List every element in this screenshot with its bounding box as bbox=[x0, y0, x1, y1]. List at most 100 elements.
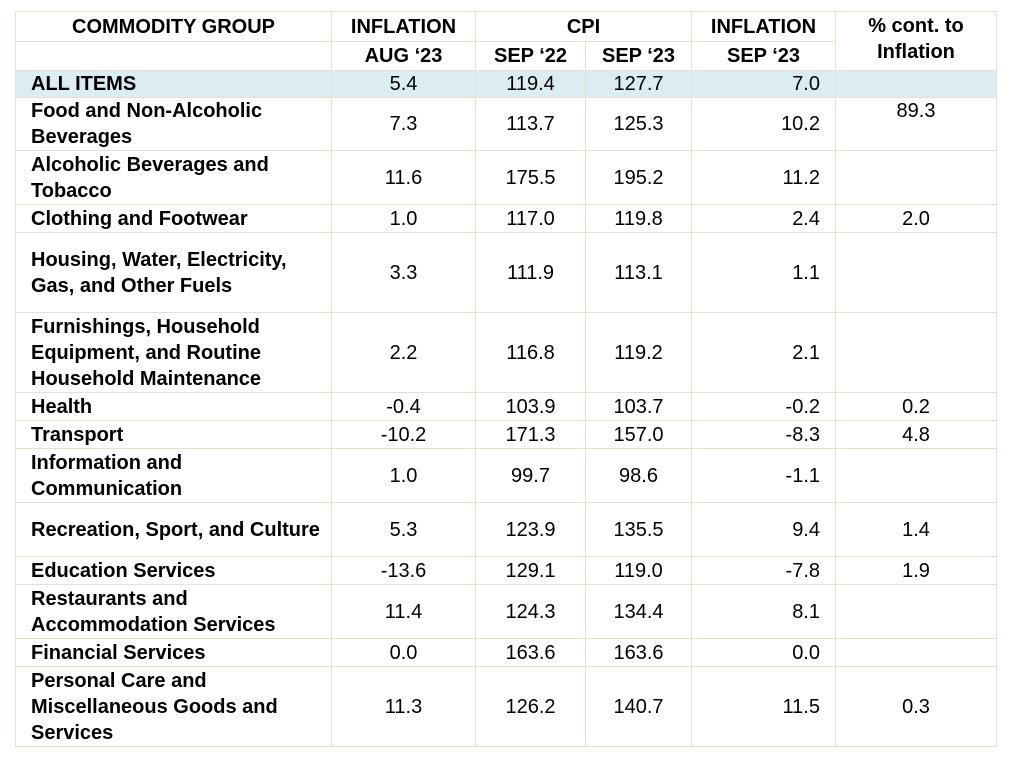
contribution-cell: 0.2 bbox=[835, 392, 997, 421]
header-inflation-sep: INFLATION bbox=[691, 11, 836, 42]
cpi-sep23-cell: 98.6 bbox=[585, 448, 692, 503]
cpi-sep22-cell: 163.6 bbox=[475, 638, 586, 667]
header-sep22: SEP ‘22 bbox=[475, 41, 586, 71]
contribution-cell: 2.0 bbox=[835, 204, 997, 233]
cpi-sep23-cell: 103.7 bbox=[585, 392, 692, 421]
contribution-cell bbox=[835, 150, 997, 205]
commodity-group-cell: Clothing and Footwear bbox=[15, 204, 332, 233]
commodity-group-cell: Furnishings, Household Equipment, and Ro… bbox=[15, 312, 332, 393]
header-pct-contribution: % cont. to Inflation bbox=[835, 11, 997, 71]
commodity-group-cell: Information and Communication bbox=[15, 448, 332, 503]
inflation-aug23-cell: 5.3 bbox=[331, 502, 476, 557]
commodity-group-cell: Housing, Water, Electricity, Gas, and Ot… bbox=[15, 232, 332, 313]
inflation-sep23-cell: -0.2 bbox=[691, 392, 836, 421]
inflation-sep23-cell: 0.0 bbox=[691, 638, 836, 667]
inflation-sep23-cell: -1.1 bbox=[691, 448, 836, 503]
header-blank bbox=[15, 41, 332, 71]
table-row: Personal Care and Miscellaneous Goods an… bbox=[15, 666, 997, 747]
cpi-sep22-cell: 103.9 bbox=[475, 392, 586, 421]
cpi-sep22-cell: 117.0 bbox=[475, 204, 586, 233]
table-row: Food and Non-Alcoholic Beverages 7.3 113.7… bbox=[15, 97, 997, 151]
commodity-group-cell: Personal Care and Miscellaneous Goods an… bbox=[15, 666, 332, 747]
inflation-sep23-cell: 1.1 bbox=[691, 232, 836, 313]
cpi-sep23-cell: 134.4 bbox=[585, 584, 692, 639]
inflation-sep23-cell: 7.0 bbox=[691, 70, 836, 98]
commodity-group-cell: ALL ITEMS bbox=[15, 70, 332, 98]
cpi-sep23-cell: 119.8 bbox=[585, 204, 692, 233]
inflation-aug23-cell: 7.3 bbox=[331, 97, 476, 151]
table-row: Education Services -13.6 129.1 119.0 -7.8 1.9 bbox=[15, 556, 997, 585]
cpi-sep22-cell: 126.2 bbox=[475, 666, 586, 747]
inflation-sep23-cell: 2.1 bbox=[691, 312, 836, 393]
inflation-sep23-cell: 11.5 bbox=[691, 666, 836, 747]
cpi-sep22-cell: 119.4 bbox=[475, 70, 586, 98]
table-body: ALL ITEMS 5.4 119.4 127.7 7.0 Food and Non-Al… bbox=[15, 70, 997, 747]
contribution-cell: 4.8 bbox=[835, 420, 997, 449]
header-sep23: SEP ‘23 bbox=[585, 41, 692, 71]
contribution-cell: 0.3 bbox=[835, 666, 997, 747]
table-row: Recreation, Sport, and Culture 5.3 123.9 13… bbox=[15, 502, 997, 557]
inflation-aug23-cell: 1.0 bbox=[331, 448, 476, 503]
contribution-cell bbox=[835, 312, 997, 393]
inflation-sep23-cell: 2.4 bbox=[691, 204, 836, 233]
commodity-group-cell: Restaurants and Accommodation Services bbox=[15, 584, 332, 639]
table-row: Clothing and Footwear 1.0 117.0 119.8 2.4 2.0 bbox=[15, 204, 997, 233]
cpi-sep23-cell: 127.7 bbox=[585, 70, 692, 98]
commodity-group-cell: Recreation, Sport, and Culture bbox=[15, 502, 332, 557]
table-row: Financial Services 0.0 163.6 163.6 0.0 bbox=[15, 638, 997, 667]
cpi-inflation-table: COMMODITY GROUP INFLATION CPI INFLATION … bbox=[15, 11, 997, 747]
contribution-cell bbox=[835, 448, 997, 503]
contribution-cell bbox=[835, 638, 997, 667]
table-row: Transport -10.2 171.3 157.0 -8.3 4.8 bbox=[15, 420, 997, 449]
inflation-aug23-cell: -13.6 bbox=[331, 556, 476, 585]
header-sep23-inflation: SEP ‘23 bbox=[691, 41, 836, 71]
inflation-sep23-cell: -8.3 bbox=[691, 420, 836, 449]
cpi-sep23-cell: 113.1 bbox=[585, 232, 692, 313]
cpi-sep22-cell: 175.5 bbox=[475, 150, 586, 205]
cpi-sep22-cell: 123.9 bbox=[475, 502, 586, 557]
table-row: Furnishings, Household Equipment, and Ro… bbox=[15, 312, 997, 393]
header-cpi: CPI bbox=[475, 11, 692, 42]
inflation-sep23-cell: 8.1 bbox=[691, 584, 836, 639]
contribution-cell bbox=[835, 70, 997, 98]
commodity-group-cell: Alcoholic Beverages and Tobacco bbox=[15, 150, 332, 205]
contribution-cell bbox=[835, 232, 997, 313]
table-row: Alcoholic Beverages and Tobacco 11.6 175.5… bbox=[15, 150, 997, 205]
table-row: Health -0.4 103.9 103.7 -0.2 0.2 bbox=[15, 392, 997, 421]
header-aug23: AUG ‘23 bbox=[331, 41, 476, 71]
header-inflation-aug: INFLATION bbox=[331, 11, 476, 42]
contribution-cell: 1.9 bbox=[835, 556, 997, 585]
cpi-sep23-cell: 157.0 bbox=[585, 420, 692, 449]
inflation-aug23-cell: 3.3 bbox=[331, 232, 476, 313]
inflation-aug23-cell: 11.3 bbox=[331, 666, 476, 747]
inflation-sep23-cell: 10.2 bbox=[691, 97, 836, 151]
commodity-group-cell: Education Services bbox=[15, 556, 332, 585]
inflation-sep23-cell: -7.8 bbox=[691, 556, 836, 585]
inflation-aug23-cell: 1.0 bbox=[331, 204, 476, 233]
commodity-group-cell: Health bbox=[15, 392, 332, 421]
cpi-sep22-cell: 171.3 bbox=[475, 420, 586, 449]
commodity-group-cell: Transport bbox=[15, 420, 332, 449]
contribution-cell bbox=[835, 584, 997, 639]
commodity-group-cell: Financial Services bbox=[15, 638, 332, 667]
table-row: Restaurants and Accommodation Services 11… bbox=[15, 584, 997, 639]
cpi-sep23-cell: 119.0 bbox=[585, 556, 692, 585]
inflation-aug23-cell: 5.4 bbox=[331, 70, 476, 98]
inflation-aug23-cell: -0.4 bbox=[331, 392, 476, 421]
cpi-sep23-cell: 119.2 bbox=[585, 312, 692, 393]
contribution-cell: 1.4 bbox=[835, 502, 997, 557]
inflation-aug23-cell: 0.0 bbox=[331, 638, 476, 667]
cpi-sep22-cell: 99.7 bbox=[475, 448, 586, 503]
inflation-aug23-cell: 2.2 bbox=[331, 312, 476, 393]
cpi-sep23-cell: 195.2 bbox=[585, 150, 692, 205]
cpi-sep22-cell: 129.1 bbox=[475, 556, 586, 585]
inflation-sep23-cell: 9.4 bbox=[691, 502, 836, 557]
cpi-sep23-cell: 163.6 bbox=[585, 638, 692, 667]
contribution-cell: 89.3 bbox=[835, 97, 997, 151]
inflation-sep23-cell: 11.2 bbox=[691, 150, 836, 205]
table-row: Housing, Water, Electricity, Gas, and Ot… bbox=[15, 232, 997, 313]
cpi-sep23-cell: 125.3 bbox=[585, 97, 692, 151]
inflation-aug23-cell: 11.6 bbox=[331, 150, 476, 205]
inflation-aug23-cell: 11.4 bbox=[331, 584, 476, 639]
cpi-sep22-cell: 116.8 bbox=[475, 312, 586, 393]
